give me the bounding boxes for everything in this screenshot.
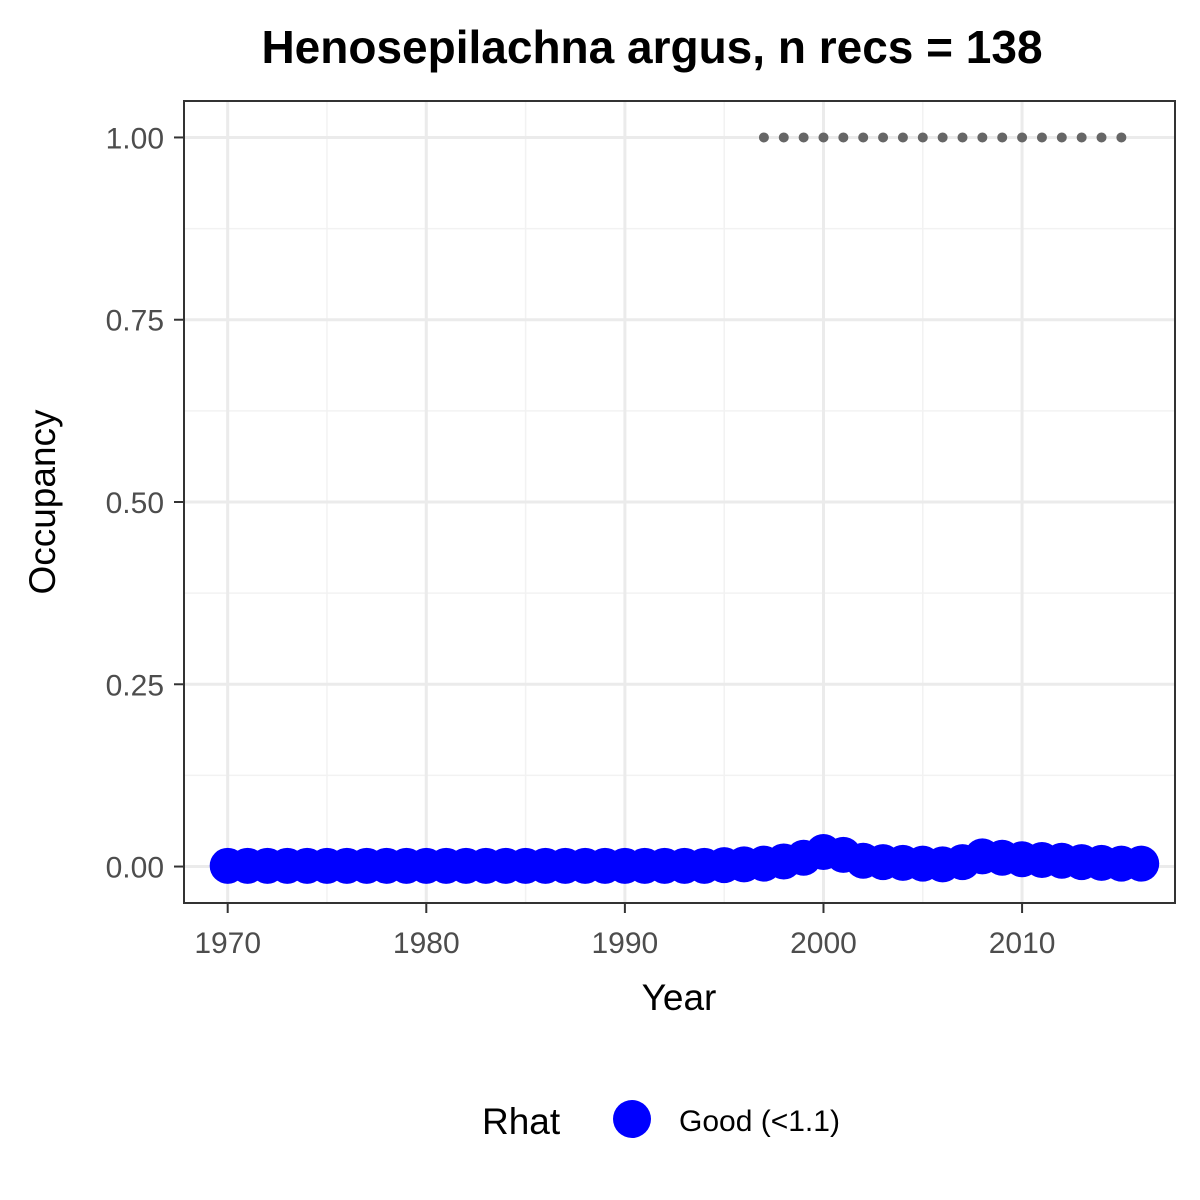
x-tick-label: 2010 bbox=[989, 927, 1056, 960]
upper-bound-dot bbox=[1076, 132, 1087, 143]
x-tick-label: 1970 bbox=[194, 927, 261, 960]
occupancy-point bbox=[1123, 845, 1160, 882]
upper-bound-dot bbox=[878, 132, 889, 143]
y-axis-label: Occupancy bbox=[22, 409, 63, 595]
legend-title: Rhat bbox=[482, 1101, 561, 1142]
upper-bound-dot bbox=[977, 132, 988, 143]
x-tick-label: 1980 bbox=[393, 927, 460, 960]
upper-bound-dot bbox=[1116, 132, 1127, 143]
upper-bound-dot bbox=[957, 132, 968, 143]
upper-bound-dot bbox=[798, 132, 809, 143]
upper-bound-dot bbox=[838, 132, 849, 143]
upper-bound-dot bbox=[758, 132, 769, 143]
legend-key-good bbox=[613, 1100, 651, 1138]
upper-bound-dot bbox=[1017, 132, 1028, 143]
upper-bound-dot bbox=[858, 132, 869, 143]
y-tick-label: 0.00 bbox=[106, 852, 164, 885]
x-tick-label: 2000 bbox=[790, 927, 857, 960]
y-tick-label: 1.00 bbox=[106, 122, 164, 155]
upper-bound-dot bbox=[778, 132, 789, 143]
legend-label-good: Good (<1.1) bbox=[679, 1105, 840, 1138]
upper-bound-dot bbox=[1036, 132, 1047, 143]
y-tick-label: 0.75 bbox=[106, 305, 164, 338]
y-tick-label: 0.25 bbox=[106, 669, 164, 702]
upper-bound-dot bbox=[1056, 132, 1067, 143]
grid bbox=[184, 101, 1175, 903]
upper-bound-dot bbox=[997, 132, 1008, 143]
upper-bound-dot bbox=[1096, 132, 1107, 143]
x-axis-label: Year bbox=[642, 977, 717, 1018]
chart-title: Henosepilachna argus, n recs = 138 bbox=[261, 21, 1042, 73]
legend: Rhat Good (<1.1) bbox=[482, 1100, 840, 1142]
upper-bound-dot bbox=[897, 132, 908, 143]
x-tick-label: 1990 bbox=[592, 927, 659, 960]
upper-bound-dot bbox=[937, 132, 948, 143]
series-layer bbox=[209, 132, 1160, 884]
upper-bound-dot bbox=[818, 132, 829, 143]
y-tick-label: 0.50 bbox=[106, 487, 164, 520]
axes: 1970 1980 1990 2000 2010 0.00 0.25 0.50 0.75 1.00 bbox=[106, 122, 1056, 960]
upper-bound-dot bbox=[917, 132, 928, 143]
